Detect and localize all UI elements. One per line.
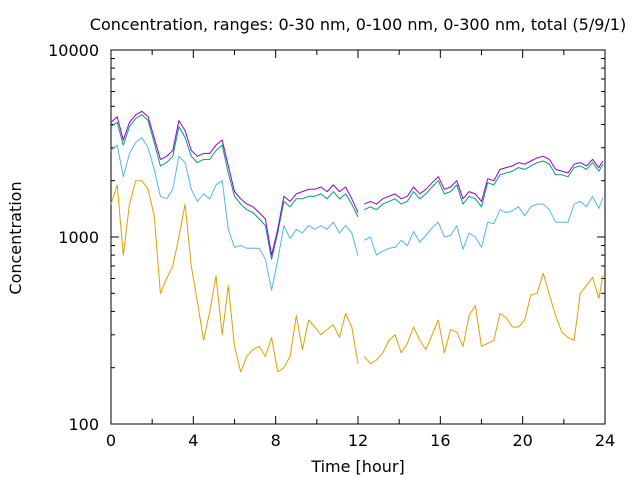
x-tick-label: 24 <box>595 431 615 450</box>
x-axis-label: Time [hour] <box>310 457 404 476</box>
series-layer <box>110 110 604 373</box>
y-tick-label: 1000 <box>58 228 99 247</box>
x-tick-label: 16 <box>430 431 450 450</box>
x-tick-label: 4 <box>188 431 198 450</box>
axis-tick-labels: 0 4 8 12 16 20 24 100 1000 10000 <box>48 41 615 450</box>
x-tick-label: 12 <box>348 431 368 450</box>
y-axis-label: Concentration <box>6 181 25 294</box>
chart-title: Concentration, ranges: 0-30 nm, 0-100 nm… <box>90 15 626 34</box>
x-tick-label: 0 <box>106 431 116 450</box>
y-tick-label: 100 <box>68 415 99 434</box>
axis-ticks <box>110 49 606 425</box>
series-line-2 <box>110 137 604 291</box>
series-line-4 <box>110 110 604 256</box>
plot-area-frame <box>110 49 606 425</box>
x-tick-label: 20 <box>512 431 532 450</box>
x-tick-label: 8 <box>271 431 281 450</box>
series-line-3 <box>110 114 604 260</box>
y-tick-label: 10000 <box>48 41 99 60</box>
series-line-1 <box>110 180 604 373</box>
